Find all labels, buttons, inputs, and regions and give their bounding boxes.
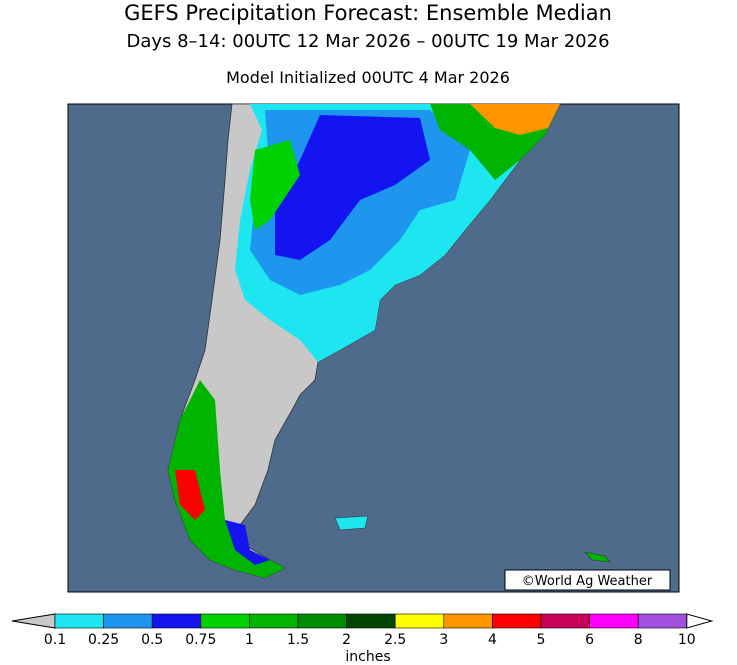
legend-swatch bbox=[443, 613, 493, 629]
init-time: Model Initialized 00UTC 4 Mar 2026 bbox=[226, 68, 510, 87]
credit-box bbox=[504, 569, 671, 591]
legend-tick-label: 1 bbox=[245, 632, 254, 648]
legend-tick-label: 0.75 bbox=[185, 632, 216, 648]
legend-swatch bbox=[637, 613, 688, 629]
precip-orange bbox=[470, 104, 560, 135]
legend-tick-label: 4 bbox=[488, 632, 497, 648]
legend-arrow-high bbox=[686, 613, 714, 629]
legend-tick-label: 5 bbox=[537, 632, 546, 648]
legend-swatch bbox=[151, 613, 202, 629]
precip-heavy bbox=[275, 115, 430, 260]
south-georgia bbox=[584, 551, 611, 563]
legend-swatch bbox=[346, 613, 396, 629]
legend-unit: inches bbox=[345, 649, 390, 665]
legend-tick-label: 0.5 bbox=[141, 632, 163, 648]
legend: 0.1 0.25 0.5 0.75 1 1.5 2 2.5 3 4 5 6 8 10 inches bbox=[11, 613, 714, 665]
legend-arrow-low bbox=[11, 613, 56, 629]
legend-tick-label: 8 bbox=[634, 632, 643, 648]
legend-swatch bbox=[103, 613, 153, 629]
legend-swatch bbox=[492, 613, 542, 629]
subtitle: Days 8–14: 00UTC 12 Mar 2026 – 00UTC 19 … bbox=[126, 31, 609, 52]
legend-tick-label: 0.25 bbox=[88, 632, 119, 648]
legend-swatch bbox=[540, 613, 590, 629]
legend-swatch bbox=[200, 613, 250, 629]
title: GEFS Precipitation Forecast: Ensemble Me… bbox=[124, 1, 612, 25]
precip-patagonia-peak bbox=[175, 470, 205, 520]
legend-swatch bbox=[589, 613, 639, 629]
legend-swatch bbox=[394, 613, 445, 629]
legend-swatch bbox=[249, 613, 299, 629]
legend-tick-label: 10 bbox=[678, 632, 696, 648]
legend-swatch bbox=[297, 613, 347, 629]
legend-tick-label: 3 bbox=[439, 632, 448, 648]
credit: ©World Ag Weather bbox=[522, 574, 653, 589]
legend-tick-label: 6 bbox=[585, 632, 594, 648]
precip-green-west bbox=[250, 140, 300, 230]
legend-swatch bbox=[54, 613, 104, 629]
legend-tick-label: 1.5 bbox=[287, 632, 309, 648]
map: ©World Ag Weather bbox=[67, 103, 680, 593]
falklands bbox=[334, 515, 369, 531]
precip-patagonia bbox=[168, 380, 285, 578]
legend-tick-label: 2.5 bbox=[384, 632, 406, 648]
precip-tip bbox=[225, 520, 270, 565]
legend-tick-label: 0.1 bbox=[44, 632, 66, 648]
legend-tick-label: 2 bbox=[342, 632, 351, 648]
